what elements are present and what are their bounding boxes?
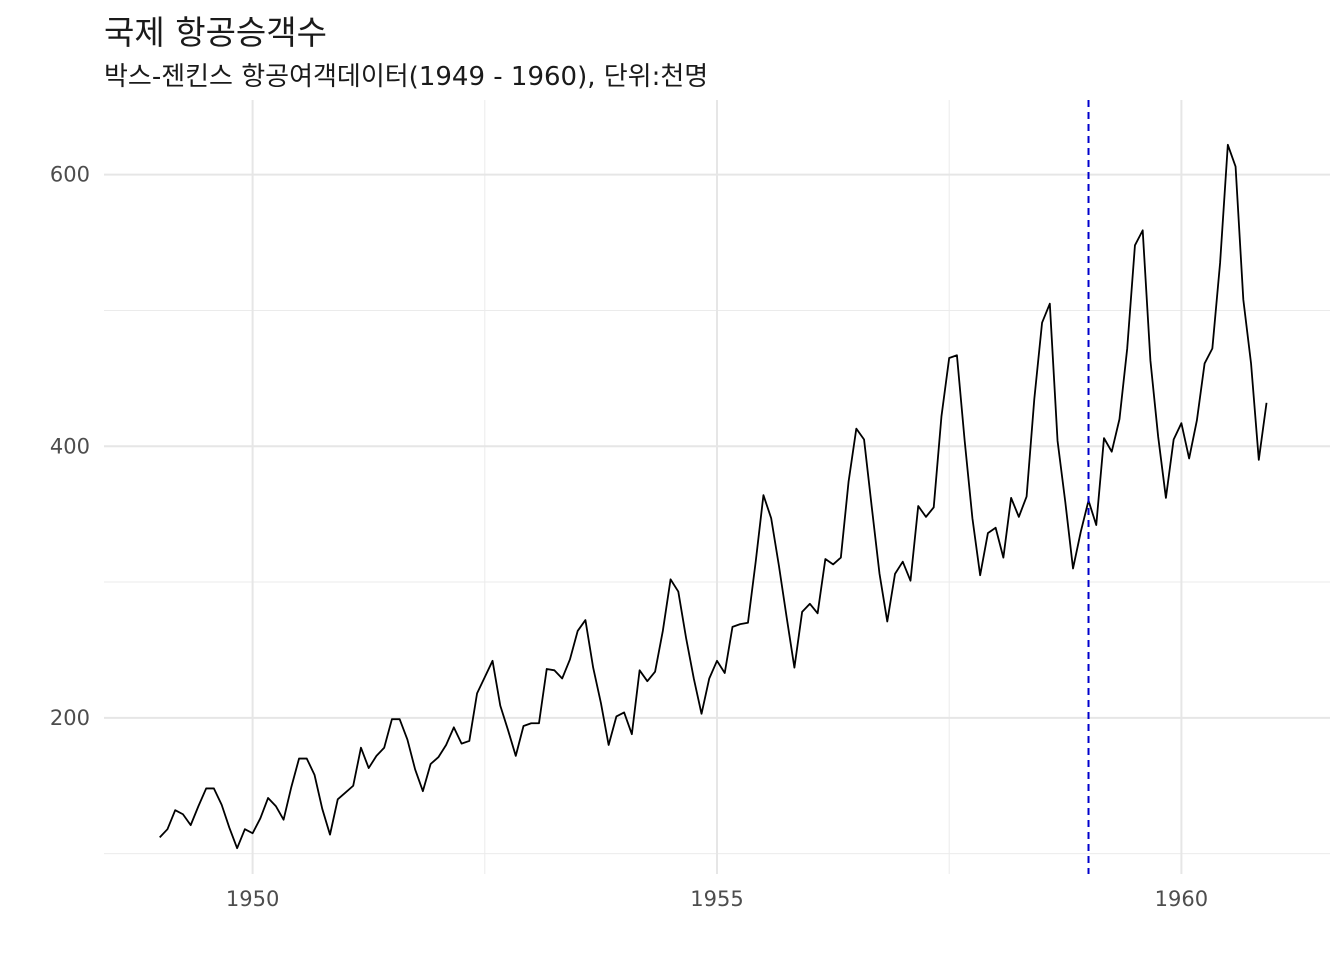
y-tick-label: 600: [50, 163, 90, 187]
chart-subtitle: 박스-젠킨스 항공여객데이터(1949 - 1960), 단위:천명: [104, 62, 709, 92]
y-tick-label: 200: [50, 706, 90, 730]
x-tick-label: 1960: [1155, 887, 1208, 911]
x-tick-label: 1955: [690, 887, 743, 911]
x-tick-label: 1950: [226, 887, 279, 911]
chart-title: 국제 항공승객수: [104, 13, 328, 52]
series-line: [159, 143, 1268, 850]
y-tick-label: 400: [50, 434, 90, 458]
